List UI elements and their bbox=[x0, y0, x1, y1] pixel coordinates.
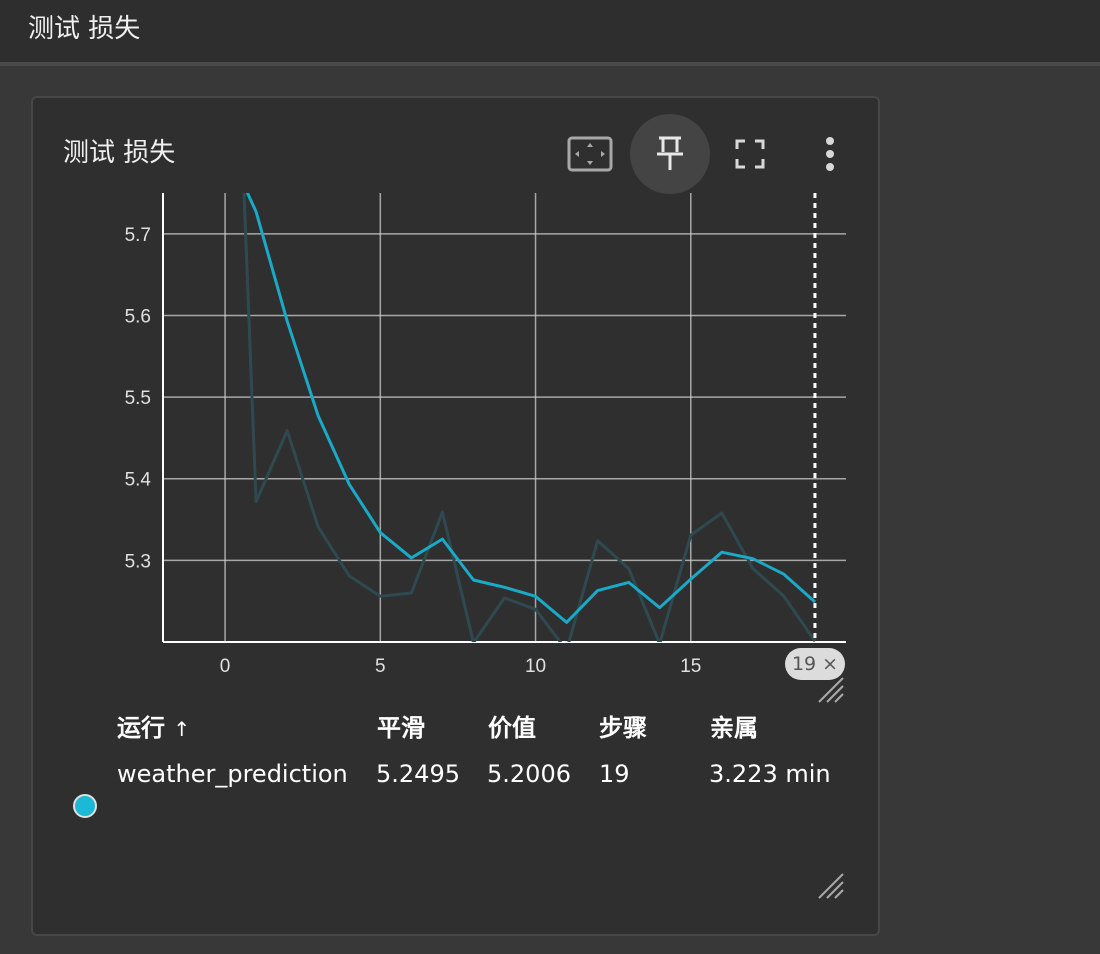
raw-value: 5.2006 bbox=[487, 760, 571, 788]
smoothed-series-line bbox=[245, 193, 816, 624]
fullscreen-button[interactable] bbox=[710, 114, 790, 194]
relative-time: 3.223 min bbox=[709, 760, 831, 788]
top-header: 测试 损失 bbox=[0, 0, 1100, 66]
x-tick-label: 5 bbox=[375, 656, 386, 677]
header-smoothed[interactable]: 平滑 bbox=[377, 714, 425, 742]
step-value: 19 bbox=[599, 760, 630, 788]
fullscreen-icon bbox=[735, 139, 765, 169]
y-tick-label: 5.3 bbox=[125, 551, 151, 572]
raw-series-line bbox=[242, 193, 817, 642]
run-color-dot[interactable] bbox=[73, 794, 97, 818]
header-title: 测试 损失 bbox=[28, 14, 141, 44]
x-tick-label: 15 bbox=[680, 656, 701, 677]
header-run[interactable]: 运行 ↑ bbox=[117, 714, 191, 742]
x-tick-label: 0 bbox=[220, 656, 231, 677]
loss-chart[interactable]: 5.3 5.4 5.5 5.6 5.7 0 5 10 15 bbox=[33, 98, 878, 698]
pin-icon bbox=[657, 136, 683, 170]
more-vert-icon bbox=[826, 137, 834, 171]
card-resize-handle[interactable] bbox=[815, 870, 845, 900]
y-tick-label: 5.6 bbox=[125, 306, 151, 327]
step-badge[interactable]: 19 × bbox=[785, 648, 845, 680]
chart-resize-handle[interactable] bbox=[815, 674, 845, 704]
pin-button[interactable] bbox=[630, 114, 710, 194]
y-tick-label: 5.7 bbox=[125, 225, 151, 246]
header-relative[interactable]: 亲属 bbox=[710, 714, 758, 742]
run-name: weather_prediction bbox=[117, 760, 348, 788]
x-tick-label: 10 bbox=[525, 656, 546, 677]
more-options-button[interactable] bbox=[790, 114, 870, 194]
y-tick-label: 5.4 bbox=[125, 470, 152, 491]
close-icon[interactable]: × bbox=[822, 653, 839, 675]
header-step[interactable]: 步骤 bbox=[599, 714, 647, 742]
y-tick-label: 5.5 bbox=[125, 388, 151, 409]
header-value[interactable]: 价值 bbox=[488, 714, 536, 742]
smoothed-value: 5.2495 bbox=[376, 760, 460, 788]
fit-domain-icon bbox=[567, 136, 613, 172]
scalar-card: 测试 损失 5.3 5.4 5.5 5.6 5.7 0 5 10 15 19 × bbox=[31, 96, 880, 936]
fit-domain-button[interactable] bbox=[550, 114, 630, 194]
step-badge-value: 19 bbox=[791, 653, 817, 675]
card-title: 测试 损失 bbox=[63, 138, 176, 168]
sort-arrow-icon: ↑ bbox=[173, 717, 191, 741]
